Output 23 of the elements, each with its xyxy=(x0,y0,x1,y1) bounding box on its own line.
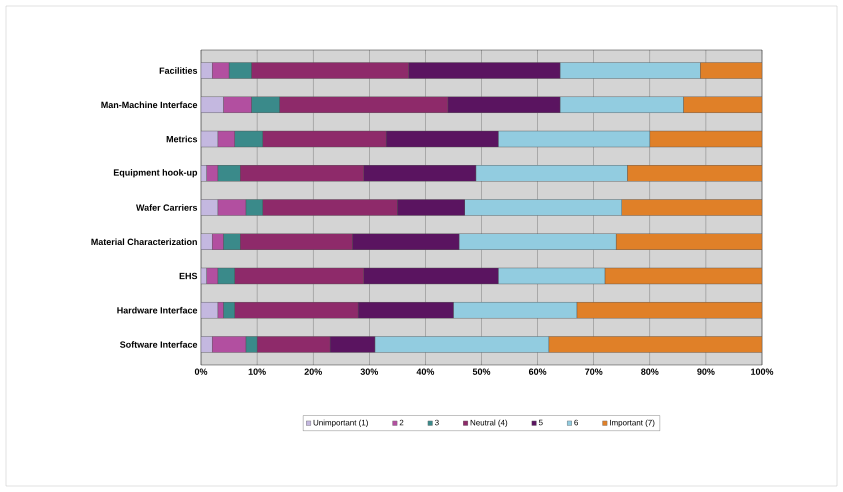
x-tick-label: 80% xyxy=(641,368,659,375)
x-tick-label: 70% xyxy=(585,368,602,375)
y-tick-label: Software Interface xyxy=(120,341,198,348)
y-tick-label: Metrics xyxy=(166,136,198,142)
x-tick-label: 100% xyxy=(751,368,774,375)
y-tick-label: Man-Machine Interface xyxy=(101,101,198,108)
bar xyxy=(201,234,212,250)
y-tick-label: Hardware Interface xyxy=(117,306,198,314)
x-tick-label: 20% xyxy=(304,368,322,375)
y-tick-label: Wafer Carriers xyxy=(136,204,198,211)
bar xyxy=(201,96,224,113)
y-tick-label: EHS xyxy=(180,272,198,280)
x-tick-label: 50% xyxy=(472,368,490,375)
x-tick-label: 0% xyxy=(194,368,208,375)
x-tick-label: 30% xyxy=(360,368,378,375)
x-tick-label: 40% xyxy=(416,368,434,375)
y-tick-label: Equipment hook-up xyxy=(114,169,198,178)
y-tick-label: Facilities xyxy=(160,67,198,74)
x-tick-label: 10% xyxy=(248,368,266,375)
y-tick-label: Material Characterization xyxy=(91,238,197,246)
bar xyxy=(201,302,218,318)
x-tick-label: 90% xyxy=(697,368,715,375)
x-tick-label: 60% xyxy=(528,368,546,375)
